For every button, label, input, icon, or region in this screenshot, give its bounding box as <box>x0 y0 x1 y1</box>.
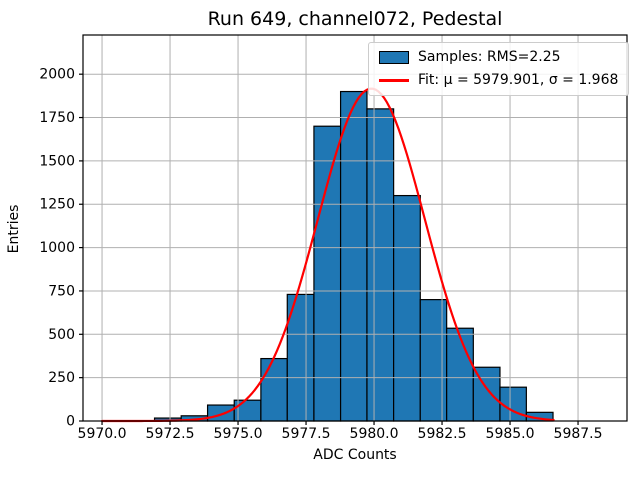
y-tick-label: 750 <box>48 283 75 299</box>
histogram-bar <box>206 404 235 422</box>
y-tick-label: 500 <box>48 327 75 343</box>
y-tick-label: 0 <box>66 414 75 430</box>
y-tick-label: 1000 <box>39 240 75 256</box>
legend-entry-fit: Fit: μ = 5979.901, σ = 1.968 <box>379 72 618 89</box>
legend-entry-samples: Samples: RMS=2.25 <box>379 49 618 66</box>
legend-samples-label: Samples: RMS=2.25 <box>418 49 561 65</box>
histogram-bar <box>260 357 288 422</box>
y-axis-label: Entries <box>6 204 22 254</box>
histogram-bar <box>339 90 368 422</box>
y-tick-label: 2000 <box>39 67 75 83</box>
histogram-bar <box>393 194 421 422</box>
histogram-bar <box>313 125 342 422</box>
y-tick-label: 1250 <box>39 197 75 213</box>
x-axis-label: ADC Counts <box>313 447 397 463</box>
histogram-bar <box>366 108 395 422</box>
x-tick-label: 5977.5 <box>282 426 331 442</box>
x-tick-label: 5982.5 <box>418 426 467 442</box>
x-tick-label: 5970.0 <box>78 426 127 442</box>
x-tick-label: 5985.0 <box>486 426 535 442</box>
legend-fit-label: Fit: μ = 5979.901, σ = 1.968 <box>418 72 619 88</box>
fit-line-icon <box>379 79 409 82</box>
y-tick-label: 1500 <box>39 153 75 169</box>
histogram-bar <box>446 327 474 422</box>
x-tick-label: 5972.5 <box>146 426 195 442</box>
histogram-swatch-icon <box>379 51 409 64</box>
histogram-bar <box>419 299 448 422</box>
x-tick-label: 5980.0 <box>350 426 399 442</box>
y-tick-label: 250 <box>48 370 75 386</box>
x-tick-label: 5987.5 <box>554 426 603 442</box>
legend: Samples: RMS=2.25 Fit: μ = 5979.901, σ =… <box>368 42 630 96</box>
y-tick-label: 1750 <box>39 110 75 126</box>
x-tick-label: 5975.0 <box>214 426 263 442</box>
histogram-bar <box>286 293 315 422</box>
chart-title: Run 649, channel072, Pedestal <box>207 8 503 30</box>
plot-border <box>82 34 628 422</box>
